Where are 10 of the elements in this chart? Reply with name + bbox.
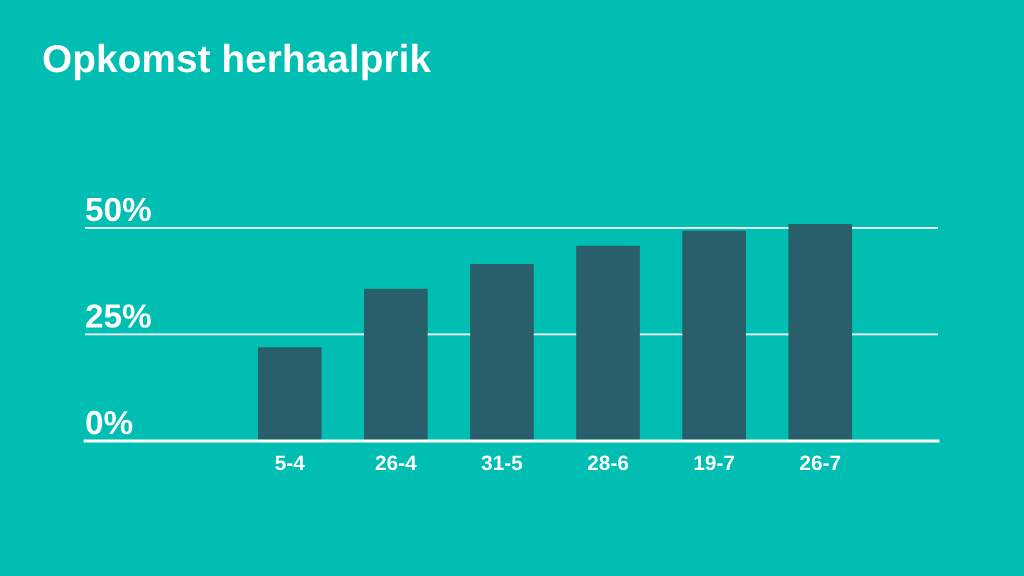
x-tick-label: 19-7 — [694, 455, 735, 471]
x-tick-label: 31-5 — [481, 455, 523, 471]
x-tick-label: 26-7 — [800, 455, 841, 471]
y-tick-label: 25% — [86, 304, 151, 328]
x-tick-label: 26-4 — [375, 455, 417, 471]
chart-title: Opkomst herhaalprik — [43, 43, 432, 81]
y-tick-label: 0% — [86, 410, 133, 435]
x-tick-label: 5-4 — [275, 455, 305, 471]
y-tick-label: 50% — [86, 197, 151, 222]
x-tick-label: 28-6 — [587, 455, 629, 471]
